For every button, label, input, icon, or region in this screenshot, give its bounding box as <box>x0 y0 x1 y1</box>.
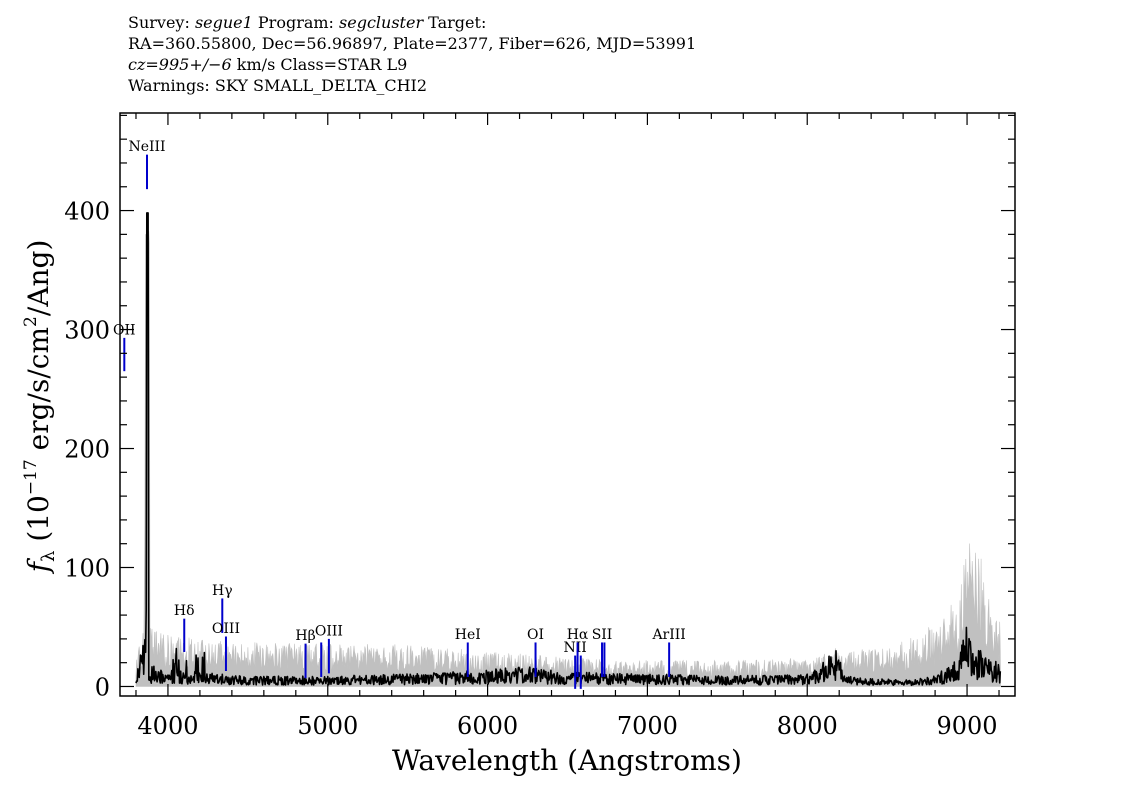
line-marker-label: Hγ <box>212 583 233 599</box>
program-value: segcluster <box>339 13 424 32</box>
line-marker-label: HeI <box>455 627 481 643</box>
x-tick-label: 9000 <box>937 712 998 740</box>
error-spectrum-series <box>135 231 1001 687</box>
y-tick-label: 400 <box>64 198 110 226</box>
target-label: Target: <box>423 13 487 32</box>
program-label: Program: <box>252 13 340 32</box>
header-survey-line: Survey: segue1 Program: segcluster Targe… <box>128 12 696 33</box>
line-marker-label: OI <box>527 627 544 643</box>
line-marker-label: SII <box>592 627 613 643</box>
line-marker-label: OII <box>113 322 136 338</box>
spectrum-header: Survey: segue1 Program: segcluster Targe… <box>128 12 696 96</box>
line-marker-label: Hβ <box>295 628 315 644</box>
redshift-value: cz=995+/−6 <box>128 55 232 74</box>
x-tick-label: 6000 <box>457 712 518 740</box>
header-warnings-line: Warnings: SKY SMALL_DELTA_CHI2 <box>128 76 428 95</box>
flux-spectrum-series <box>135 212 1002 687</box>
line-marker-label: Hα <box>567 627 589 643</box>
header-redshift-line: cz=995+/−6 km/s Class=STAR L9 <box>128 54 696 75</box>
line-marker-label: OIII <box>212 621 240 637</box>
header-coordinates-line: RA=360.55800, Dec=56.96897, Plate=2377, … <box>128 34 697 53</box>
x-tick-label: 7000 <box>617 712 678 740</box>
class-value: km/s Class=STAR L9 <box>231 55 408 74</box>
x-axis-label: Wavelength (Angstroms) <box>392 744 742 777</box>
line-marker-label: OIII <box>315 623 343 639</box>
axis-layer: 4000 5000 6000 7000 8000 9000 0 100 200 300 400 <box>64 113 1015 740</box>
y-tick-label: 300 <box>64 317 110 345</box>
survey-value: segue1 <box>194 13 253 32</box>
line-marker-label: ArIII <box>651 627 685 643</box>
survey-label: Survey: <box>128 13 195 32</box>
y-tick-label: 100 <box>64 555 110 583</box>
line-marker-label: Hδ <box>174 603 195 619</box>
error-spectrum-layer <box>135 231 1001 687</box>
y-tick-label: 0 <box>95 673 110 701</box>
line-marker-label: NII <box>564 640 587 656</box>
x-tick-label: 5000 <box>297 712 358 740</box>
line-marker-label: NeIII <box>128 139 165 155</box>
y-tick-label: 200 <box>64 436 110 464</box>
x-tick-label: 4000 <box>137 712 198 740</box>
flux-spectrum-layer <box>135 212 1002 687</box>
y-axis-label: fλ (10−17 erg/s/cm2/Ang) <box>21 240 59 575</box>
plot-frame <box>119 112 1016 697</box>
x-tick-label: 8000 <box>777 712 838 740</box>
